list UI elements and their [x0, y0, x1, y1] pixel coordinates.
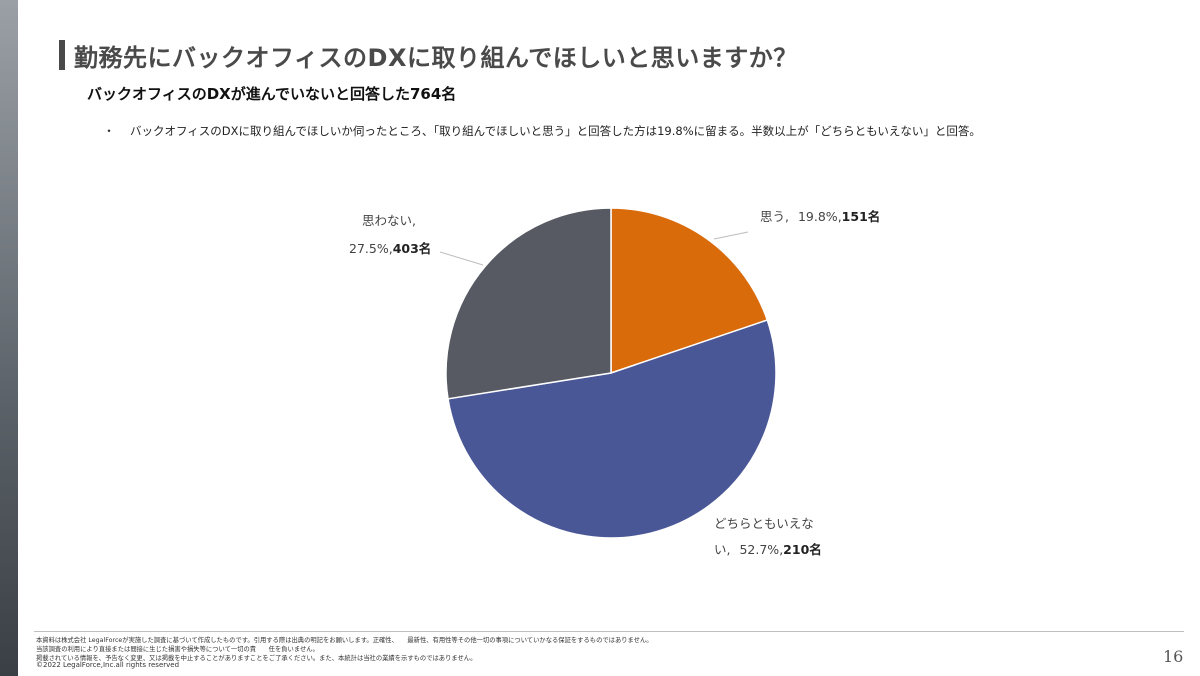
slice-label-omou-count: 151名: [842, 209, 881, 224]
slice-label-omou-name: 思う,: [760, 209, 789, 224]
pie-slices: [445, 207, 777, 539]
bullet-marker: ・: [103, 124, 116, 138]
leader-line-omou: [713, 231, 749, 240]
page-number: 16: [1163, 647, 1184, 666]
slice-label-dochira-pct: 52.7%: [739, 542, 779, 557]
slice-label-omowanai-name: 思わない,: [362, 213, 416, 228]
leader-line-omowanai: [439, 251, 484, 266]
slice-label-omowanai-line1: 思わない,: [362, 213, 416, 228]
slice-label-dochira-line2: い, 52.7%,210名: [714, 542, 822, 557]
footer-disclaimer: 本資料は株式会社 LegalForceが実施した調査に基づいて作成したものです。…: [36, 636, 653, 663]
footer-divider: [34, 631, 1184, 632]
page-title: 勤務先にバックオフィスのDXに取り組んでほしいと思いますか？: [74, 44, 798, 72]
pie-slice-1: [447, 319, 777, 539]
slice-label-dochira-count: 210名: [783, 542, 822, 557]
footer-disclaimer-line-2: 当該調査の利用により直接または間接に生じた損害や損失等について一切の責 任を負い…: [36, 646, 319, 653]
slice-label-omowanai-line2: 27.5%,403名: [349, 241, 431, 256]
summary-text: バックオフィスのDXに取り組んでほしいか伺ったところ、「取り組んでほしいと思う」…: [130, 124, 981, 138]
slice-label-dochira-name: どちらともいえな: [714, 516, 814, 531]
copyright: ©2022 LegalForce,Inc.all rights reserved: [36, 661, 180, 669]
slice-label-omowanai-pct: 27.5%: [349, 241, 389, 256]
slice-label-dochira-prefix: い,: [714, 542, 730, 557]
slice-label-omou: 思う, 19.8%,151名: [760, 209, 880, 224]
slice-label-omou-pct: 19.8%: [798, 209, 838, 224]
footer-disclaimer-line-3: 掲載されている情報を、予告なく変更、又は掲載を中止することがありますことをご了承…: [36, 655, 477, 662]
footer-disclaimer-line-1: 本資料は株式会社 LegalForceが実施した調査に基づいて作成したものです。…: [36, 637, 653, 644]
pie-slice-2: [445, 207, 612, 400]
slice-label-dochira-line1: どちらともいえな: [714, 516, 814, 531]
title-marker: [59, 40, 65, 70]
side-accent-bar: [0, 0, 18, 676]
slice-label-omowanai-count: 403名: [393, 241, 432, 256]
pie-slice-0: [610, 207, 769, 375]
page-subtitle: バックオフィスのDXが進んでいないと回答した764名: [87, 85, 457, 103]
